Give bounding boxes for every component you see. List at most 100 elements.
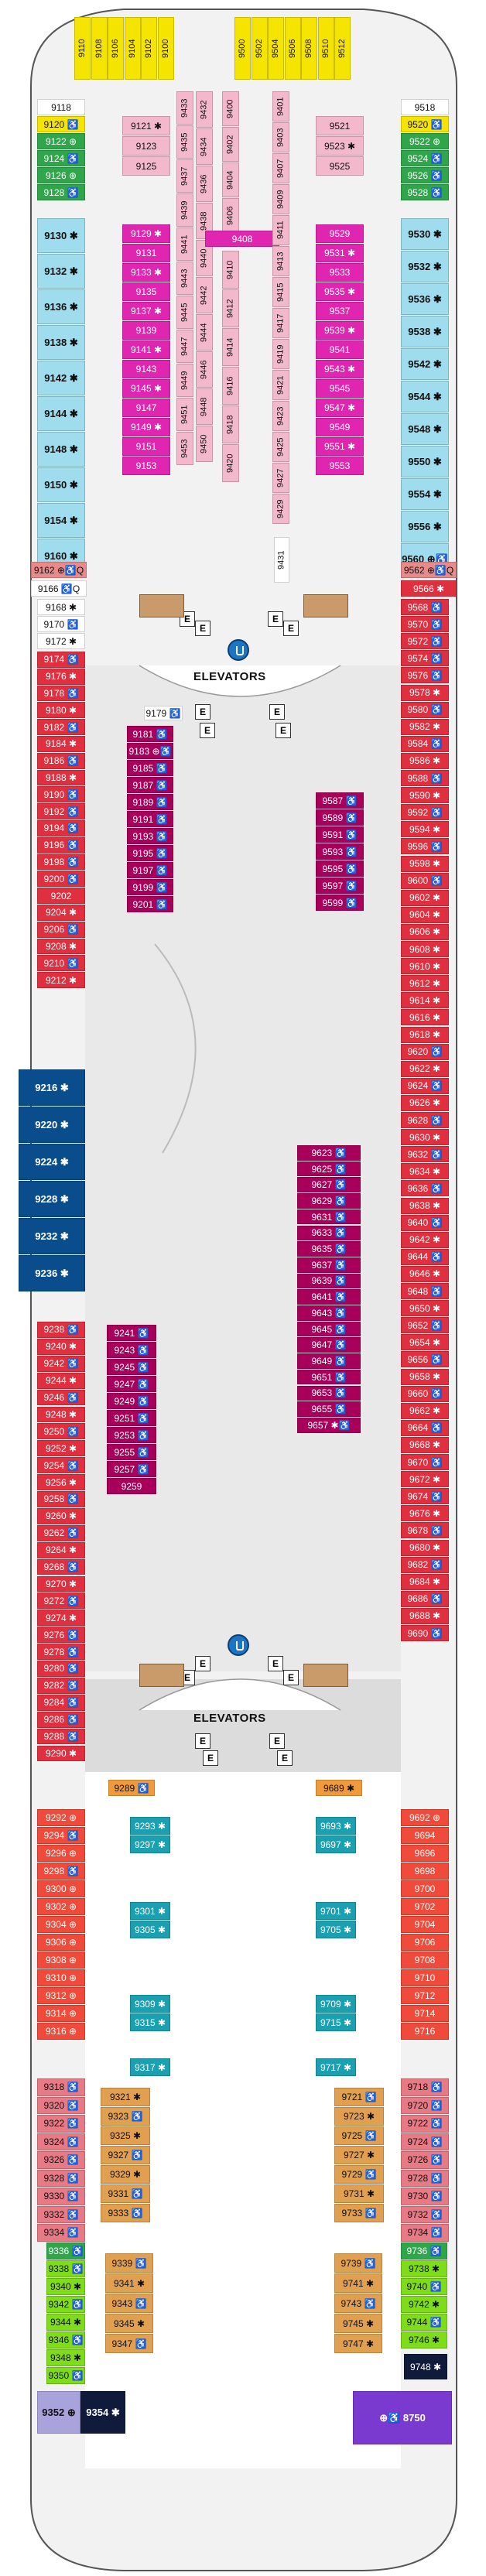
cabin-9404[interactable]: 9404 (222, 162, 239, 197)
cabin-9333[interactable]: 9333 ♿ (101, 2204, 150, 2222)
cabin-9199[interactable]: 9199 ♿ (127, 879, 173, 895)
cabin-9220[interactable]: 9220 ✱ (19, 1107, 85, 1143)
cabin-9510[interactable]: 9510 (317, 17, 334, 80)
cabin-9338[interactable]: 9338 ♿ (46, 2260, 85, 2277)
cabin-9678[interactable]: 9678 ♿ (401, 1522, 449, 1539)
cabin-9183[interactable]: 9183 ⊕♿ (127, 743, 173, 759)
cabin-9543[interactable]: 9543 ✱ (316, 360, 364, 378)
cabin-9431[interactable]: 9431 (274, 537, 289, 583)
cabin-9342[interactable]: 9342 ♿ (46, 2296, 85, 2313)
cabin-9654[interactable]: 9654 ✱ (401, 1334, 449, 1351)
cabin-9410[interactable]: 9410 (222, 251, 239, 289)
cabin-9554[interactable]: 9554 ✱ (401, 478, 449, 510)
cabin-9260[interactable]: 9260 ✱ (37, 1507, 85, 1524)
cabin-9251[interactable]: 9251 ♿ (107, 1410, 156, 1426)
cabin-9412[interactable]: 9412 (222, 289, 239, 327)
cabin-9647[interactable]: 9647 ♿ (297, 1337, 361, 1353)
cabin-9451[interactable]: 9451 (176, 398, 193, 431)
cabin-9252[interactable]: 9252 ✱ (37, 1440, 85, 1457)
cabin-9652[interactable]: 9652 ♿ (401, 1317, 449, 1334)
cabin-9110[interactable]: 9110 (74, 17, 91, 80)
cabin-9526[interactable]: 9526 ♿ (401, 167, 449, 183)
cabin-9676[interactable]: 9676 ✱ (401, 1505, 449, 1522)
cabin-9290[interactable]: 9290 ✱ (37, 1745, 85, 1762)
cabin-9670[interactable]: 9670 ♿ (401, 1454, 449, 1471)
cabin-9262[interactable]: 9262 ♿ (37, 1524, 85, 1541)
cabin-9622[interactable]: 9622 ✱ (401, 1060, 449, 1077)
cabin-9590[interactable]: 9590 ✱ (401, 787, 449, 804)
cabin-9181[interactable]: 9181 ♿ (127, 726, 173, 742)
elevator-door-bottom-2[interactable]: E (195, 1656, 210, 1671)
cabin-9732[interactable]: 9732 ♿ (401, 2205, 449, 2223)
cabin-9718[interactable]: 9718 ♿ (401, 2078, 449, 2096)
cabin-9305[interactable]: 9305 ✱ (130, 1921, 170, 1938)
cabin-9688[interactable]: 9688 ✱ (401, 1607, 449, 1624)
cabin-9710[interactable]: 9710 (401, 1969, 449, 1986)
cabin-9302[interactable]: 9302 ⊕ (37, 1898, 85, 1915)
cabin-9425[interactable]: 9425 (272, 432, 289, 462)
cabin-9415[interactable]: 9415 (272, 277, 289, 307)
cabin-9418[interactable]: 9418 (222, 405, 239, 443)
cabin-9419[interactable]: 9419 (272, 339, 289, 369)
cabin-9180[interactable]: 9180 ✱ (37, 702, 85, 719)
cabin-9693[interactable]: 9693 ✱ (316, 1817, 356, 1835)
cabin-9347[interactable]: 9347 ♿ (105, 2334, 153, 2353)
cabin-9326[interactable]: 9326 ♿ (37, 2151, 85, 2169)
cabin-9733[interactable]: 9733 ♿ (334, 2204, 384, 2222)
cabin-9413[interactable]: 9413 (272, 246, 289, 276)
elevator-door-bottom-4[interactable]: E (283, 1670, 299, 1685)
cabin-9502[interactable]: 9502 (251, 17, 268, 80)
cabin-9644[interactable]: 9644 ♿ (401, 1248, 449, 1265)
cabin-9724[interactable]: 9724 ♿ (401, 2133, 449, 2150)
cabin-9727[interactable]: 9727 ✱ (334, 2146, 384, 2164)
cabin-9354[interactable]: 9354 ✱ (80, 2391, 125, 2434)
cabin-9638[interactable]: 9638 ✱ (401, 1197, 449, 1214)
cabin-9646[interactable]: 9646 ✱ (401, 1265, 449, 1282)
cabin-9630[interactable]: 9630 ✱ (401, 1129, 449, 1146)
cabin-9680[interactable]: 9680 ✱ (401, 1539, 449, 1556)
cabin-9312[interactable]: 9312 ⊕ (37, 1987, 85, 2004)
cabin-9582[interactable]: 9582 ✱ (401, 718, 449, 735)
cabin-9147[interactable]: 9147 (122, 399, 170, 417)
elevator-door-top-4[interactable]: E (283, 621, 299, 636)
cabin-9702[interactable]: 9702 (401, 1898, 449, 1915)
cabin-9123[interactable]: 9123 (122, 136, 170, 156)
cabin-9706[interactable]: 9706 (401, 1934, 449, 1951)
cabin-9242[interactable]: 9242 ♿ (37, 1355, 85, 1372)
cabin-9596[interactable]: 9596 ♿ (401, 838, 449, 855)
cabin-9304[interactable]: 9304 ⊕ (37, 1916, 85, 1933)
cabin-9409[interactable]: 9409 (272, 184, 289, 214)
cabin-9256[interactable]: 9256 ✱ (37, 1474, 85, 1490)
cabin-9130[interactable]: 9130 ✱ (37, 218, 85, 253)
cabin-9570[interactable]: 9570 ♿ (401, 616, 449, 633)
cabin-9447[interactable]: 9447 (176, 330, 193, 363)
cabin-9246[interactable]: 9246 ♿ (37, 1389, 85, 1406)
cabin-9722[interactable]: 9722 ♿ (401, 2115, 449, 2133)
cabin-9595[interactable]: 9595 ♿ (316, 860, 364, 877)
cabin-9274[interactable]: 9274 ✱ (37, 1610, 85, 1627)
cabin-9288[interactable]: 9288 ♿ (37, 1728, 85, 1745)
cabin-9500[interactable]: 9500 (234, 17, 251, 80)
cabin-9715[interactable]: 9715 ✱ (316, 2013, 356, 2031)
cabin-9403[interactable]: 9403 (272, 122, 289, 152)
cabin-9417[interactable]: 9417 (272, 308, 289, 338)
cabin-9439[interactable]: 9439 (176, 193, 193, 227)
cabin-9726[interactable]: 9726 ♿ (401, 2151, 449, 2169)
cabin-9330[interactable]: 9330 ♿ (37, 2188, 85, 2205)
cabin-9174[interactable]: 9174 ♿ (37, 652, 85, 668)
cabin-9736[interactable]: 9736 ♿ (401, 2242, 447, 2260)
cabin-9548[interactable]: 9548 ✱ (401, 413, 449, 445)
cabin-9541[interactable]: 9541 (316, 340, 364, 359)
cabin-9206[interactable]: 9206 ♿ (37, 921, 85, 938)
cabin-9725[interactable]: 9725 ♿ (334, 2126, 384, 2145)
cabin-9523[interactable]: 9523 ✱ (316, 136, 364, 156)
cabin-9189[interactable]: 9189 ♿ (127, 794, 173, 810)
cabin-9743[interactable]: 9743 ♿ (334, 2294, 382, 2313)
cabin-9589[interactable]: 9589 ♿ (316, 809, 364, 826)
cabin-9538[interactable]: 9538 ✱ (401, 316, 449, 347)
cabin-9162[interactable]: 9162 ⊕♿Q (31, 562, 87, 578)
cabin-9100[interactable]: 9100 (157, 17, 174, 80)
cabin-9141[interactable]: 9141 ✱ (122, 340, 170, 359)
elevator-door-bottom-8[interactable]: E (277, 1750, 293, 1766)
cabin-9151[interactable]: 9151 (122, 437, 170, 456)
